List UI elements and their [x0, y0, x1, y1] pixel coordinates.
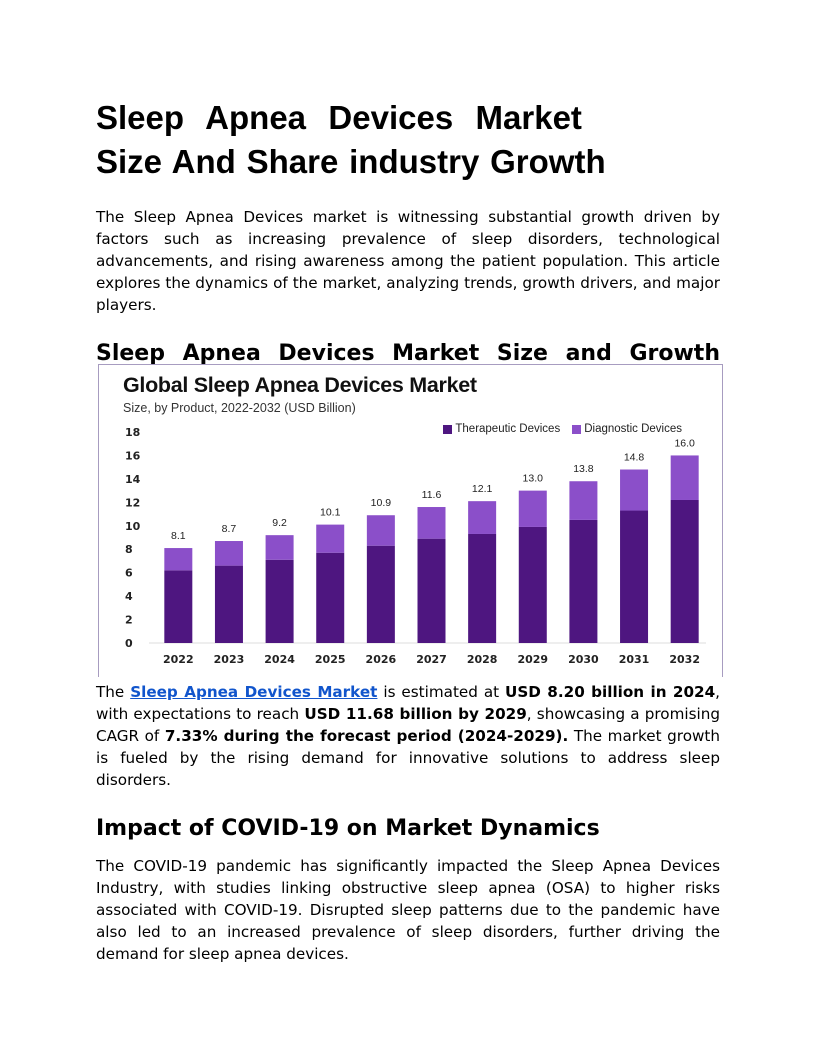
y-tick-label: 2	[125, 614, 133, 627]
x-tick-label: 2030	[568, 653, 599, 666]
x-tick-label: 2022	[163, 653, 194, 666]
bar-total-label: 16.0	[674, 437, 695, 449]
x-tick-label: 2028	[467, 653, 498, 666]
legend-item-diagnostic: Diagnostic Devices	[572, 423, 682, 435]
market-cagr: 7.33% during the forecast period (2024-2…	[164, 727, 569, 745]
x-tick-label: 2031	[619, 653, 650, 666]
y-tick-label: 12	[125, 496, 140, 509]
bar-therapeutic	[265, 559, 294, 643]
section-heading-covid: Impact of COVID-19 on Market Dynamics	[96, 816, 600, 841]
bar-total-label: 10.1	[320, 507, 341, 519]
bar-diagnostic	[265, 535, 294, 560]
market-value-2029: USD 11.68 billion by 2029	[304, 705, 527, 723]
page-title: Sleep Apnea Devices Market Size And Shar…	[96, 96, 656, 184]
legend-label-diagnostic: Diagnostic Devices	[584, 423, 682, 435]
bar-total-label: 14.8	[624, 452, 645, 464]
bar-therapeutic	[417, 538, 446, 643]
chart-title: Global Sleep Apnea Devices Market	[123, 373, 477, 397]
bar-total-label: 8.7	[222, 523, 237, 535]
bar-therapeutic	[620, 510, 649, 643]
bar-diagnostic	[366, 515, 395, 546]
chart-subtitle: Size, by Product, 2022-2032 (USD Billion…	[123, 401, 356, 415]
bar-diagnostic	[620, 469, 649, 511]
bar-total-label: 8.1	[171, 530, 186, 542]
x-tick-label: 2023	[214, 653, 245, 666]
section-heading-market-size: Sleep Apnea Devices Market Size and Grow…	[96, 341, 720, 364]
bar-diagnostic	[670, 455, 699, 500]
bar-diagnostic	[316, 524, 345, 553]
bar-therapeutic	[316, 552, 345, 643]
market-chart: Global Sleep Apnea Devices Market Size, …	[98, 364, 723, 677]
x-tick-label: 2032	[669, 653, 700, 666]
bar-therapeutic	[569, 519, 598, 643]
legend-label-therapeutic: Therapeutic Devices	[455, 423, 561, 435]
y-tick-label: 14	[125, 473, 141, 486]
bar-total-label: 9.2	[272, 517, 287, 529]
bar-total-label: 11.6	[422, 489, 442, 501]
y-tick-label: 8	[125, 543, 133, 556]
bar-diagnostic	[164, 548, 193, 571]
chart-plot: 0 2 4 6 8 10 12 14 16 18 8.1 2022 8.7 2023 9.2 2024 10.1…	[125, 426, 706, 666]
market-text-1: The	[96, 683, 131, 701]
bar-therapeutic	[670, 499, 699, 643]
y-tick-label: 18	[125, 426, 140, 439]
bar-therapeutic	[366, 545, 395, 643]
bar-diagnostic	[468, 501, 497, 534]
market-text-2: is estimated at	[377, 683, 506, 701]
x-tick-label: 2024	[264, 653, 295, 666]
market-report-link[interactable]: Sleep Apnea Devices Market	[130, 683, 378, 701]
market-text-4: , showcasing a promising CAGR of	[96, 705, 720, 745]
y-tick-label: 6	[125, 567, 133, 580]
market-text-5: The market growth is fueled by the risin…	[96, 727, 720, 789]
covid-paragraph: The COVID-19 pandemic has significantly …	[96, 857, 720, 963]
bar-total-label: 13.0	[523, 473, 544, 485]
y-tick-label: 16	[125, 449, 141, 462]
bar-diagnostic	[518, 490, 547, 527]
market-paragraph: The Sleep Apnea Devices Market is estima…	[96, 681, 720, 791]
bar-total-label: 13.8	[573, 463, 594, 475]
legend-swatch-therapeutic	[443, 424, 453, 434]
y-tick-label: 0	[125, 637, 133, 650]
legend-item-therapeutic: Therapeutic Devices	[443, 423, 560, 435]
bar-therapeutic	[468, 533, 497, 643]
x-tick-label: 2025	[315, 653, 346, 666]
bar-therapeutic	[518, 526, 547, 643]
bar-therapeutic	[164, 570, 193, 643]
bar-therapeutic	[214, 565, 243, 643]
bar-diagnostic	[214, 541, 243, 566]
bar-total-label: 12.1	[472, 483, 493, 495]
y-tick-label: 4	[125, 590, 133, 603]
market-value-2024: USD 8.20 billion in 2024	[505, 683, 716, 701]
y-tick-label: 10	[125, 520, 141, 533]
x-tick-label: 2029	[517, 653, 548, 666]
page-title-line-1: Sleep Apnea Devices Market	[96, 99, 582, 136]
bar-total-label: 10.9	[371, 497, 392, 509]
legend-swatch-diagnostic	[572, 424, 582, 434]
x-tick-label: 2027	[416, 653, 447, 666]
page-title-line-2: Size And Share industry Growth	[96, 143, 606, 180]
x-tick-label: 2026	[366, 653, 397, 666]
market-text-3: , with expectations to reach	[96, 683, 720, 723]
bar-diagnostic	[417, 507, 446, 539]
bar-diagnostic	[569, 481, 598, 520]
chart-legend: Therapeutic Devices Diagnostic Devices	[443, 423, 682, 435]
intro-paragraph: The Sleep Apnea Devices market is witnes…	[96, 208, 720, 314]
